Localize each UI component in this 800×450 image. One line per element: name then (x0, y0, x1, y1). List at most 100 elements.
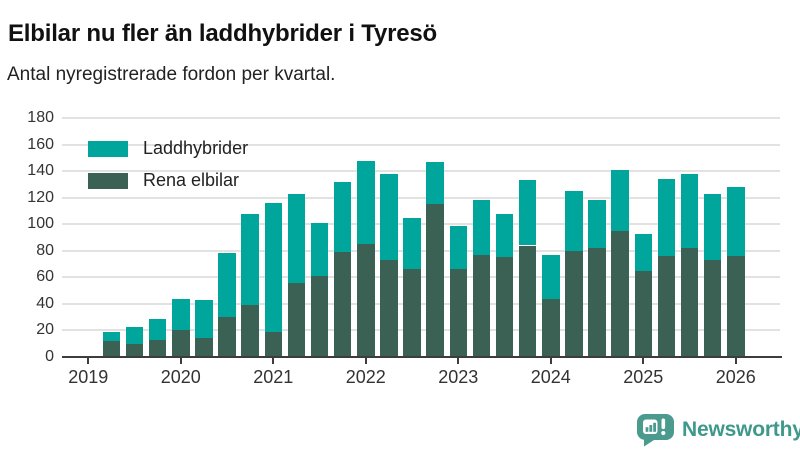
bar-segment-laddhybrider (357, 160, 375, 245)
x-axis-tick (364, 358, 367, 364)
chart-subtitle: Antal nyregistrerade fordon per kvartal. (7, 64, 336, 85)
bar-segment-laddhybrider (172, 298, 190, 331)
bar-segment-rena-elbilar (102, 341, 121, 357)
bar-segment-rena-elbilar (241, 305, 259, 357)
bar-segment-rena-elbilar (333, 252, 352, 357)
bar-segment-laddhybrider (264, 203, 283, 332)
bar-segment-laddhybrider (403, 217, 421, 270)
x-axis-tick-label: 2022 (345, 367, 386, 387)
gridline (62, 170, 780, 173)
legend-swatch-rena-elbilar (88, 172, 128, 189)
y-axis-tick-label: 140 (27, 162, 54, 180)
y-axis-tick-label: 20 (36, 321, 54, 339)
bar-segment-rena-elbilar (264, 331, 283, 357)
bar-segment-rena-elbilar (495, 257, 514, 357)
bar-segment-rena-elbilar (703, 260, 722, 357)
gridline (62, 249, 780, 252)
x-axis-tick-label: 2026 (715, 367, 756, 387)
bar-segment-laddhybrider (703, 193, 722, 261)
chart-legend: Laddhybrider Rena elbilar (88, 138, 248, 202)
bar-segment-rena-elbilar (403, 269, 421, 357)
bar-segment-rena-elbilar (588, 248, 606, 357)
x-axis-tick-label: 2024 (530, 367, 571, 387)
y-axis-tick-label: 160 (27, 135, 54, 153)
x-axis-tick-label: 2020 (160, 367, 201, 387)
bar-segment-laddhybrider (241, 213, 259, 306)
bar-segment-laddhybrider (657, 179, 676, 257)
bar-segment-laddhybrider (727, 187, 745, 256)
bar-segment-laddhybrider (472, 200, 491, 255)
bar-segment-laddhybrider (125, 326, 144, 344)
bar-segment-rena-elbilar (680, 248, 699, 357)
y-axis-tick-label: 120 (27, 188, 54, 206)
y-axis-tick-label: 40 (36, 294, 54, 312)
bar-segment-laddhybrider (195, 299, 213, 339)
brand-name: Newsworthy (682, 418, 800, 441)
x-axis-tick-label: 2023 (438, 367, 479, 387)
bar-segment-laddhybrider (426, 161, 444, 205)
bar-segment-rena-elbilar (357, 244, 375, 357)
bar-segment-laddhybrider (449, 225, 468, 270)
bar-segment-rena-elbilar (449, 269, 468, 357)
x-axis-tick (457, 358, 460, 364)
bar-segment-laddhybrider (565, 191, 583, 251)
gridline (62, 117, 780, 119)
legend-swatch-laddhybrider (88, 140, 128, 157)
y-axis-tick-label: 80 (36, 241, 54, 259)
gridline (62, 329, 780, 332)
bar-segment-rena-elbilar (148, 339, 167, 357)
y-axis-tick-label: 0 (45, 348, 54, 365)
gridline (62, 276, 780, 279)
y-axis-tick-label: 180 (27, 109, 54, 126)
bar-segment-rena-elbilar (472, 254, 491, 357)
gridline (62, 143, 780, 146)
x-axis-tick (272, 358, 275, 364)
bar-segment-laddhybrider (218, 253, 236, 318)
bar-segment-rena-elbilar (218, 317, 236, 357)
legend-item-laddhybrider: Laddhybrider (88, 138, 248, 159)
bar-segment-rena-elbilar (195, 338, 213, 357)
legend-label-laddhybrider: Laddhybrider (143, 138, 249, 158)
x-axis-tick (87, 358, 90, 364)
chart-title: Elbilar nu fler än laddhybrider i Tyresö (8, 20, 437, 48)
x-axis-tick-label: 2019 (68, 367, 109, 387)
bar-segment-rena-elbilar (287, 282, 306, 357)
x-axis-tick (642, 358, 645, 364)
bar-segment-rena-elbilar (125, 343, 144, 357)
bar-segment-laddhybrider (310, 222, 329, 276)
bar-segment-rena-elbilar (310, 276, 329, 357)
bar-segment-laddhybrider (495, 213, 514, 258)
bar-segment-laddhybrider (148, 318, 167, 340)
x-axis-tick-label: 2021 (253, 367, 294, 387)
bar-segment-rena-elbilar (518, 245, 537, 357)
bar-segment-rena-elbilar (727, 256, 745, 357)
bar-segment-laddhybrider (542, 254, 560, 299)
gridline (62, 302, 780, 305)
bar-segment-laddhybrider (380, 173, 398, 261)
legend-label-rena-elbilar: Rena elbilar (143, 170, 240, 190)
bar-segment-rena-elbilar (380, 260, 398, 357)
newsworthy-logo: Newsworthy (637, 412, 800, 448)
bar-segment-laddhybrider (287, 193, 306, 283)
x-axis-line (62, 356, 782, 358)
x-axis-tick (549, 358, 552, 364)
bar-segment-rena-elbilar (657, 256, 676, 357)
bar-segment-laddhybrider (518, 180, 537, 246)
legend-item-rena-elbilar: Rena elbilar (88, 170, 248, 191)
newsworthy-logo-icon (637, 413, 674, 446)
bar-segment-laddhybrider (634, 233, 652, 271)
gridline (62, 223, 780, 226)
x-axis-tick (734, 358, 737, 364)
bar-segment-rena-elbilar (542, 298, 560, 357)
x-axis-tick (179, 358, 182, 364)
bar-segment-rena-elbilar (565, 250, 583, 357)
bar-segment-rena-elbilar (611, 230, 629, 357)
y-axis-tick-label: 60 (36, 268, 54, 286)
bar-segment-laddhybrider (611, 169, 629, 231)
bar-segment-rena-elbilar (172, 330, 190, 357)
bar-segment-laddhybrider (333, 181, 352, 253)
bar-segment-laddhybrider (680, 173, 699, 249)
gridline (62, 196, 780, 199)
x-axis-tick-label: 2025 (623, 367, 664, 387)
